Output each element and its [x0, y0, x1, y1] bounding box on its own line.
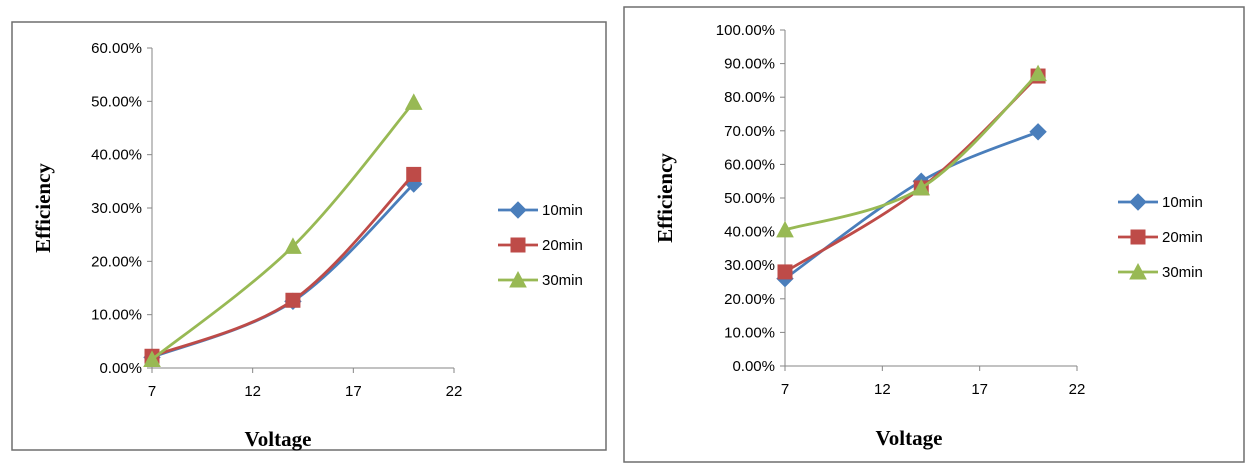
chart-2-series-30min-point: [776, 220, 794, 238]
chart-1-y-tick-label: 20.00%: [91, 253, 142, 270]
chart-2-y-axis-title: Efficiency: [653, 153, 677, 243]
chart-1-y-tick-label: 50.00%: [91, 93, 142, 110]
chart-2-y-tick-label: 90.00%: [724, 56, 775, 73]
chart-2-legend-label: 20min: [1162, 229, 1203, 246]
chart-1-series-30min-point: [284, 237, 302, 254]
chart-2-legend-label: 10min: [1162, 194, 1203, 211]
chart-2-series-30min-point: [1029, 64, 1047, 82]
chart-2-y-tick-label: 70.00%: [724, 123, 775, 140]
chart-1-legend-label: 20min: [542, 237, 583, 254]
chart-2-y-tick-label: 30.00%: [724, 257, 775, 274]
chart-1-legend-label: 30min: [542, 272, 583, 289]
chart-1-x-tick-label: 22: [446, 383, 463, 400]
chart-1-y-tick-label: 30.00%: [91, 200, 142, 217]
chart-2-x-tick-label: 12: [874, 381, 891, 398]
chart-2-legend-marker: [1129, 262, 1147, 280]
chart-2-y-tick-label: 10.00%: [724, 324, 775, 341]
chart-2-y-tick-label: 80.00%: [724, 89, 775, 106]
chart-1-x-axis-title: Voltage: [245, 427, 312, 451]
chart-2-series-30min-point: [912, 178, 931, 196]
chart-1-series-30min-point: [404, 93, 423, 110]
chart-2-legend-label: 30min: [1162, 264, 1203, 281]
chart-2-y-tick-label: 40.00%: [724, 224, 775, 241]
chart-1-legend-marker: [509, 270, 527, 288]
chart-1-y-tick-label: 40.00%: [91, 147, 142, 164]
chart-1-legend-marker: [509, 201, 527, 219]
chart-1: 0.00% 10.00% 20.00% 30.00% 40.00% 50.00% 60.00…: [11, 21, 607, 451]
chart-1-legend-label: 10min: [542, 202, 583, 219]
chart-2-frame: [623, 6, 1245, 463]
chart-1-series-30min-point: [143, 350, 161, 367]
chart-2-y-tick-label: 20.00%: [724, 291, 775, 308]
chart-2: 0.00% 10.00% 20.00% 30.00% 40.00% 50.00% 60.00…: [623, 6, 1245, 463]
chart-2-legend-marker: [1129, 193, 1147, 211]
chart-1-y-tick-label: 60.00%: [91, 40, 142, 57]
chart-1-legend-marker: [510, 237, 526, 253]
chart-2-x-tick-label: 22: [1069, 381, 1086, 398]
chart-1-y-tick-label: 0.00%: [99, 360, 142, 377]
chart-2-y-tick-label: 50.00%: [724, 190, 775, 207]
chart-2-x-tick-label: 17: [971, 381, 988, 398]
chart-1-y-tick-label: 10.00%: [91, 307, 142, 324]
chart-1-frame: [11, 21, 607, 451]
chart-2-series-20min-point: [777, 264, 793, 280]
chart-2-y-tick-label: 0.00%: [732, 358, 775, 375]
chart-2-legend-marker: [1130, 229, 1146, 245]
chart-1-series-20min-point: [285, 292, 301, 308]
chart-1-y-axis-title: Efficiency: [31, 163, 55, 253]
chart-1-x-tick-label: 7: [148, 383, 156, 400]
chart-1-series-20min-point: [406, 166, 422, 182]
chart-2-x-tick-label: 7: [781, 381, 789, 398]
chart-2-x-axis-title: Voltage: [876, 426, 943, 450]
chart-1-x-tick-label: 12: [244, 383, 261, 400]
chart-2-y-tick-label: 100.00%: [716, 22, 775, 39]
chart-1-x-tick-label: 17: [345, 383, 362, 400]
chart-2-series-10min-point: [1029, 123, 1047, 141]
chart-2-y-tick-label: 60.00%: [724, 156, 775, 173]
